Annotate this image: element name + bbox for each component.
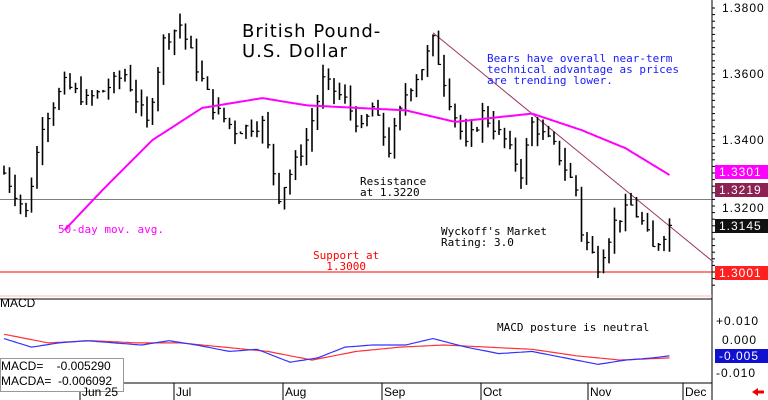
x-tick: Dec [685, 385, 707, 399]
chart-title: British Pound- U.S. Dollar [242, 21, 382, 62]
bears-annotation: Bears have overall near-term technical a… [487, 52, 680, 87]
macd-title: MACD [0, 296, 36, 310]
macd-posture: MACD posture is neutral [497, 321, 650, 334]
support-annotation: Support at 1.3000 [313, 249, 380, 273]
macd-value-tag: -0.005 [715, 349, 768, 363]
y-tick: 1.3200 [722, 201, 765, 215]
ma-label: 50-day mov. avg. [58, 223, 164, 236]
trendline [432, 32, 714, 263]
last-price-tag: 1.3145 [715, 219, 768, 233]
y-tick: 1.3600 [722, 67, 765, 81]
ma50-line [63, 97, 671, 231]
macd-readout: MACD= -0.005290 MACDA= -0.006092 [0, 358, 124, 392]
rating-annotation: Wyckoff's Market Rating: 3.0 [441, 225, 547, 249]
x-tick: Nov [590, 385, 612, 399]
macd-line [3, 337, 670, 366]
y-tick: 1.3800 [722, 1, 765, 15]
macd-tick: -0.010 [716, 366, 757, 380]
resistance-annotation: Resistance at 1.3220 [360, 175, 427, 199]
x-tick: Aug [285, 385, 307, 399]
ma-price-tag: 1.3301 [715, 165, 768, 179]
resistance-price-tag: 1.3219 [715, 183, 768, 197]
scroll-arrow-icon [752, 388, 764, 396]
macd-tick: +0.010 [716, 314, 760, 328]
x-tick: Jul [176, 385, 192, 399]
y-tick: 1.3400 [722, 133, 765, 147]
support-price-tag: 1.3001 [715, 266, 768, 280]
x-tick: Sep [384, 385, 406, 399]
macda-line [3, 333, 670, 361]
x-tick: Oct [483, 385, 502, 399]
macd-tick: 0.000 [722, 333, 758, 347]
x-tick: Jun 25 [82, 385, 119, 399]
